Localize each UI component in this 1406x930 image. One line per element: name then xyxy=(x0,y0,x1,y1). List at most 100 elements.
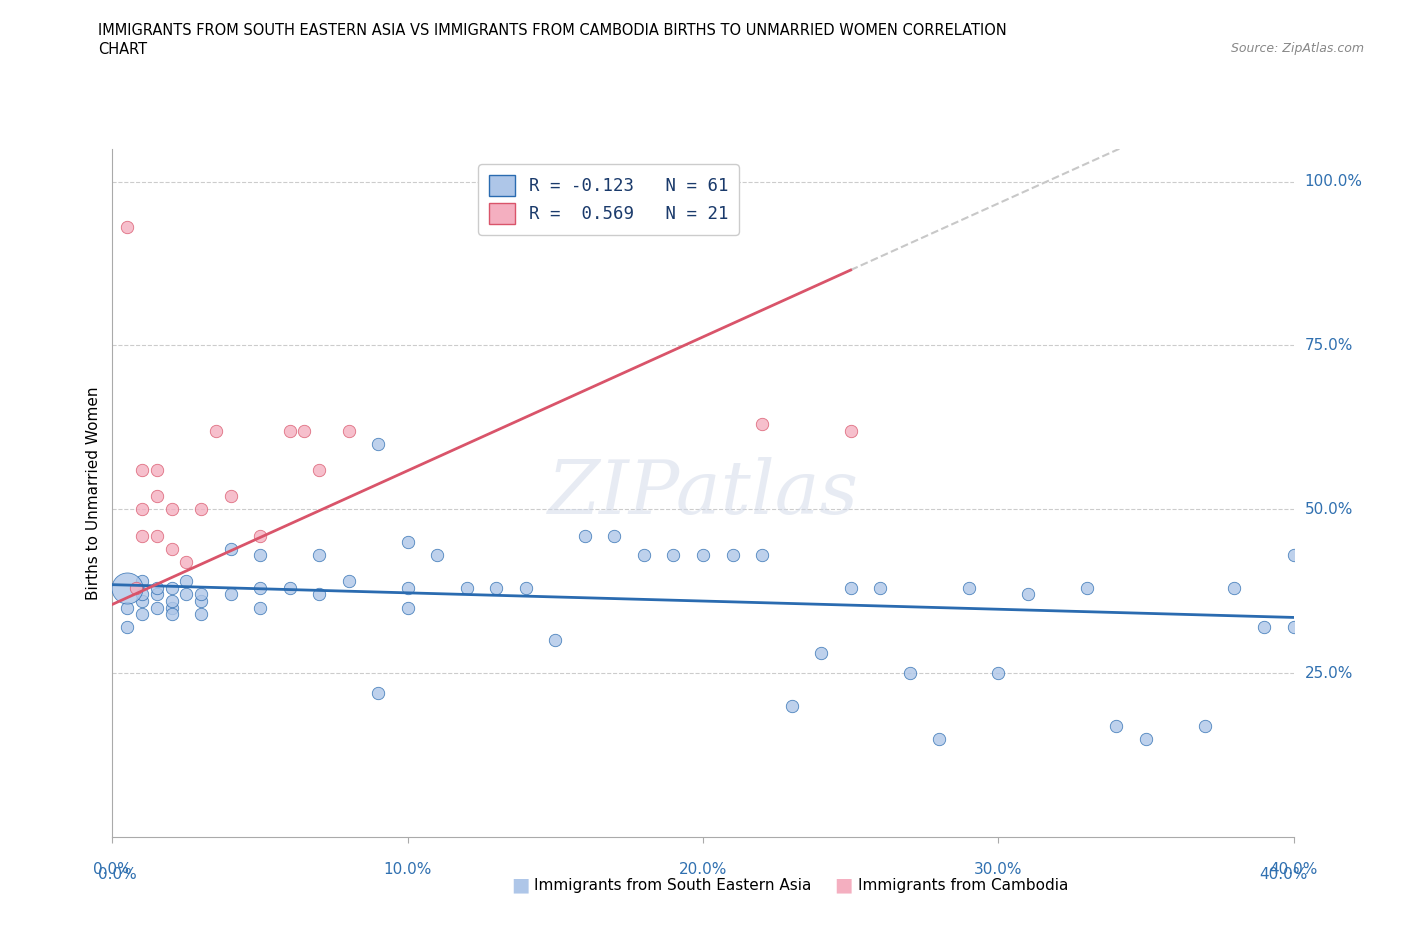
Text: CHART: CHART xyxy=(98,42,148,57)
Point xyxy=(337,423,360,438)
Point xyxy=(603,528,626,543)
Point xyxy=(396,580,419,595)
Point xyxy=(869,580,891,595)
Point xyxy=(751,548,773,563)
Point xyxy=(190,502,212,517)
Point xyxy=(278,423,301,438)
Point xyxy=(160,580,183,595)
Point xyxy=(957,580,980,595)
Point xyxy=(131,606,153,621)
Point xyxy=(308,462,330,477)
Point xyxy=(780,698,803,713)
Point xyxy=(131,587,153,602)
Text: 20.0%: 20.0% xyxy=(679,862,727,877)
Point xyxy=(160,541,183,556)
Point xyxy=(160,593,183,608)
Text: 40.0%: 40.0% xyxy=(1270,862,1317,877)
Text: 75.0%: 75.0% xyxy=(1305,338,1353,352)
Point xyxy=(249,548,271,563)
Point xyxy=(308,587,330,602)
Point xyxy=(544,633,567,648)
Point xyxy=(928,731,950,746)
Point xyxy=(810,646,832,661)
Point xyxy=(219,587,242,602)
Point xyxy=(205,423,228,438)
Point xyxy=(1105,718,1128,733)
Point xyxy=(426,548,449,563)
Point xyxy=(1017,587,1039,602)
Text: Source: ZipAtlas.com: Source: ZipAtlas.com xyxy=(1230,42,1364,55)
Point xyxy=(633,548,655,563)
Point xyxy=(292,423,315,438)
Point xyxy=(219,489,242,504)
Point xyxy=(174,574,197,589)
Point xyxy=(117,619,138,634)
Point xyxy=(485,580,508,595)
Point xyxy=(367,436,389,451)
Text: 25.0%: 25.0% xyxy=(1305,666,1353,681)
Point xyxy=(160,606,183,621)
Point xyxy=(190,587,212,602)
Point xyxy=(1135,731,1157,746)
Point xyxy=(160,600,183,615)
Point xyxy=(125,580,148,595)
Point xyxy=(146,528,169,543)
Point xyxy=(146,462,169,477)
Point xyxy=(721,548,744,563)
Point xyxy=(278,580,301,595)
Point xyxy=(839,580,862,595)
Legend: R = -0.123   N = 61, R =  0.569   N = 21: R = -0.123 N = 61, R = 0.569 N = 21 xyxy=(478,165,738,234)
Text: 100.0%: 100.0% xyxy=(1305,174,1362,189)
Point xyxy=(898,666,921,681)
Text: IMMIGRANTS FROM SOUTH EASTERN ASIA VS IMMIGRANTS FROM CAMBODIA BIRTHS TO UNMARRI: IMMIGRANTS FROM SOUTH EASTERN ASIA VS IM… xyxy=(98,23,1007,38)
Text: ■: ■ xyxy=(834,876,853,895)
Point xyxy=(574,528,596,543)
Point xyxy=(131,593,153,608)
Point xyxy=(146,587,169,602)
Point xyxy=(1282,619,1305,634)
Point xyxy=(1076,580,1098,595)
Y-axis label: Births to Unmarried Women: Births to Unmarried Women xyxy=(86,386,101,600)
Text: ZIPatlas: ZIPatlas xyxy=(547,457,859,529)
Point xyxy=(987,666,1010,681)
Point xyxy=(146,580,169,595)
Point xyxy=(146,600,169,615)
Text: 30.0%: 30.0% xyxy=(974,862,1022,877)
Point xyxy=(249,580,271,595)
Point xyxy=(190,606,212,621)
Point xyxy=(174,554,197,569)
Point xyxy=(839,423,862,438)
Point xyxy=(337,574,360,589)
Point xyxy=(249,528,271,543)
Point xyxy=(131,462,153,477)
Text: Immigrants from Cambodia: Immigrants from Cambodia xyxy=(858,878,1069,893)
Point xyxy=(396,535,419,550)
Point xyxy=(1223,580,1246,595)
Point xyxy=(190,593,212,608)
Point xyxy=(308,548,330,563)
Point xyxy=(160,502,183,517)
Point xyxy=(1282,548,1305,563)
Text: 0.0%: 0.0% xyxy=(93,862,132,877)
Point xyxy=(456,580,478,595)
Point xyxy=(1253,619,1275,634)
Point xyxy=(117,220,138,235)
Point xyxy=(131,574,153,589)
Point xyxy=(1194,718,1216,733)
Point xyxy=(117,580,138,595)
Point xyxy=(131,502,153,517)
Point xyxy=(367,685,389,700)
Point xyxy=(249,600,271,615)
Text: Immigrants from South Eastern Asia: Immigrants from South Eastern Asia xyxy=(534,878,811,893)
Point xyxy=(692,548,714,563)
Point xyxy=(117,600,138,615)
Point xyxy=(515,580,537,595)
Text: 50.0%: 50.0% xyxy=(1305,502,1353,517)
Point xyxy=(751,417,773,432)
Point xyxy=(662,548,685,563)
Text: 0.0%: 0.0% xyxy=(98,867,138,882)
Text: 40.0%: 40.0% xyxy=(1260,867,1308,882)
Text: ■: ■ xyxy=(510,876,530,895)
Point xyxy=(174,587,197,602)
Point xyxy=(396,600,419,615)
